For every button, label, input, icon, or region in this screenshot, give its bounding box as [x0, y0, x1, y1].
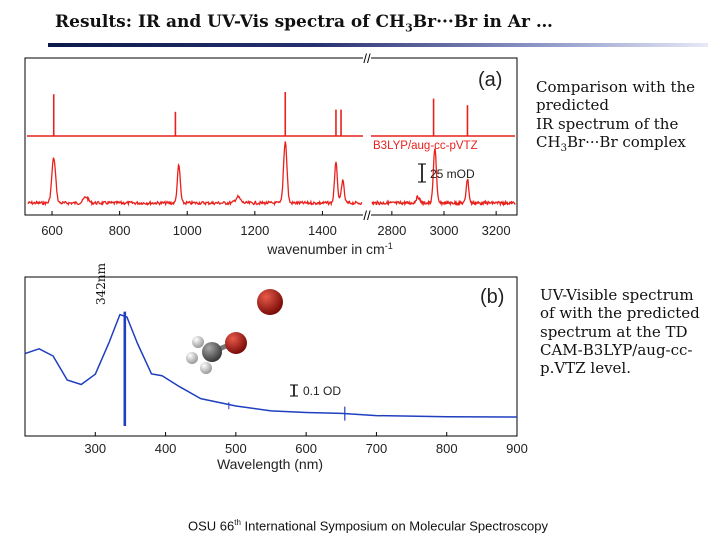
uv-caption-line: spectrum at the TD — [540, 322, 688, 341]
ir-frame — [24, 57, 518, 216]
uv-x-tick-label: 700 — [366, 441, 388, 456]
ir-caption: Comparison with the predicted IR spectru… — [536, 78, 695, 155]
hydrogen-atom — [192, 336, 204, 348]
uv-caption-line: UV-Visible spectrum — [540, 286, 694, 304]
hydrogen-atom — [186, 352, 198, 364]
uv-x-tick-label: 400 — [155, 441, 177, 456]
ir-x-tick-label: 1200 — [240, 223, 269, 238]
uv-x-tick-label: 900 — [506, 441, 528, 456]
ir-x-tick-label: 2800 — [377, 223, 406, 238]
ir-x-tick-label: 3200 — [482, 223, 511, 238]
uv-scale-bar-label: 0.1 OD — [303, 384, 341, 398]
experimental-uv-trace — [24, 313, 518, 418]
title-underline — [48, 43, 708, 47]
uv-caption: UV-Visible spectrum of with the predicte… — [540, 286, 700, 377]
ir-x-tick-label: 1400 — [308, 223, 337, 238]
ir-caption-line: IR spectrum of the — [536, 114, 679, 133]
slide-title: Results: IR and UV-Vis spectra of CH3Br·… — [55, 12, 553, 35]
axis-break-top-gap — [363, 52, 371, 64]
ir-caption-line: predicted — [536, 96, 609, 115]
axis-break-bottom: // — [363, 208, 371, 223]
vertical-342nm-label: 342nm — [94, 262, 108, 305]
uv-caption-line: p.VTZ level. — [540, 359, 631, 378]
ir-x-axis-label: wavenumber in cm-1 — [266, 241, 393, 257]
ir-caption-line: CH3Br···Br complex — [536, 132, 686, 154]
carbon-atom — [202, 342, 222, 362]
uv-panel-label: (b) — [480, 286, 504, 308]
uv-x-tick-label: 600 — [295, 441, 317, 456]
experimental-ir-trace — [371, 146, 516, 207]
axis-break-top: // — [363, 51, 371, 66]
hydrogen-atom — [200, 362, 212, 374]
ir-legend: B3LYP/aug-cc-pVTZ — [373, 140, 478, 152]
ir-x-tick-label: 800 — [109, 223, 131, 238]
ir-panel-label: (a) — [478, 69, 502, 91]
uv-panel: 300 400 500 600 700 800 900 Wavelength (nm) (b) 0… — [24, 276, 528, 472]
uv-caption-line: of with the predicted — [540, 304, 700, 323]
ir-panel: // // 600 800 1000 1200 1400 2800 3000 3200 wavenu… — [24, 51, 518, 257]
ir-x-tick-label: 600 — [41, 223, 63, 238]
ir-scale-bar-label: 25 mOD — [430, 167, 475, 181]
footer-conference: OSU 66th International Symposium on Mole… — [188, 518, 549, 534]
uv-frame — [24, 276, 518, 437]
uv-x-tick-label: 500 — [225, 441, 247, 456]
ir-caption-line: Comparison with the — [536, 78, 696, 96]
axis-break-bottom-gap — [363, 209, 371, 221]
experimental-ir-trace — [27, 141, 363, 207]
uv-x-tick-label: 800 — [436, 441, 458, 456]
uv-caption-line: CAM-B3LYP/aug-cc- — [540, 340, 693, 359]
uv-x-axis-label: Wavelength (nm) — [217, 456, 323, 472]
ir-x-tick-label: 3000 — [430, 223, 459, 238]
bromine-atom-bound — [225, 332, 247, 354]
bromine-atom-free — [257, 289, 283, 315]
ir-x-tick-label: 1000 — [173, 223, 202, 238]
uv-x-tick-label: 300 — [84, 441, 106, 456]
